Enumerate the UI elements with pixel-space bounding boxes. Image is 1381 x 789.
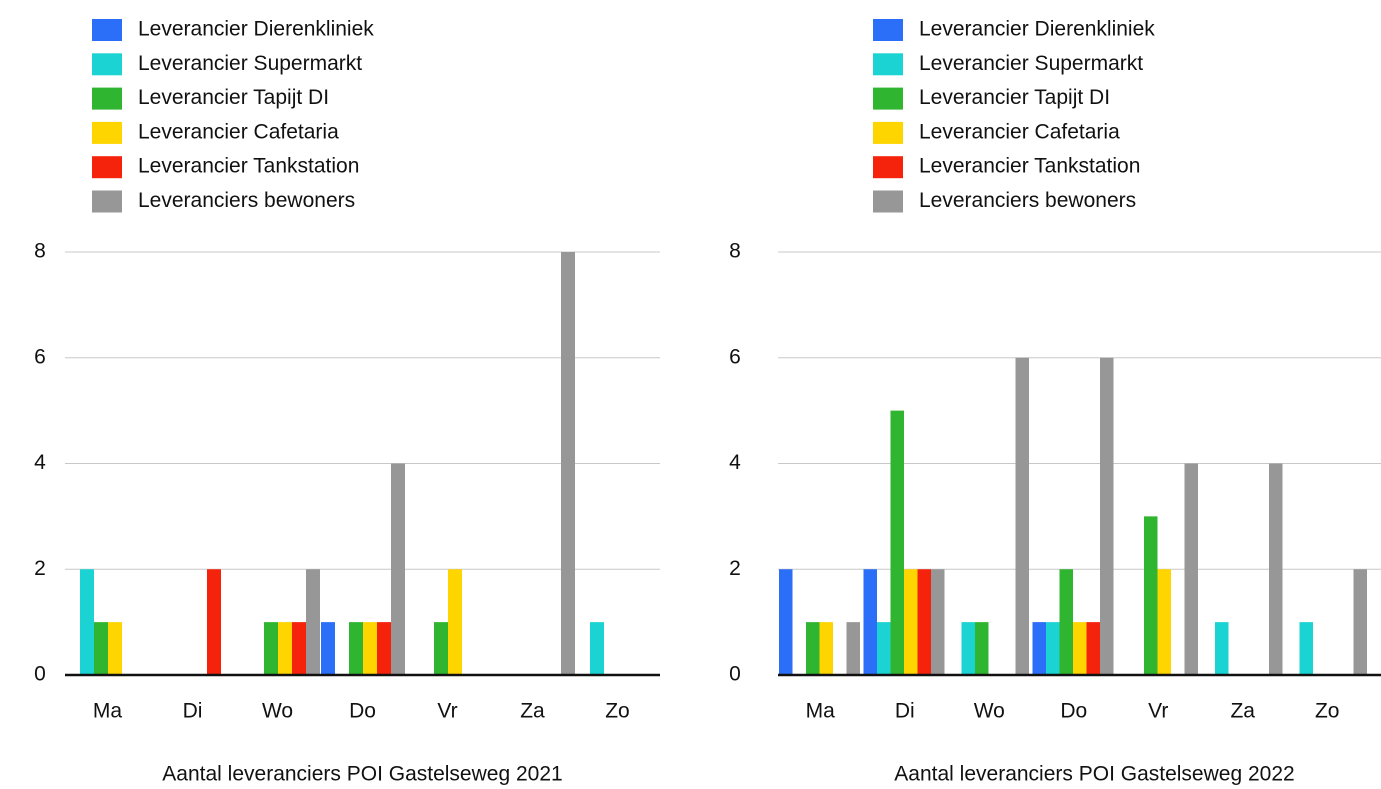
bar <box>207 569 221 675</box>
y-tick-label: 0 <box>34 663 46 686</box>
bar <box>363 622 377 675</box>
bar <box>779 569 793 675</box>
x-tick-label: Vr <box>437 700 457 723</box>
chart-title: Aantal leveranciers POI Gastelseweg 2022 <box>894 763 1294 786</box>
legend-label: Leverancier Dierenkliniek <box>919 18 1155 41</box>
bar <box>94 622 108 675</box>
legend-swatch <box>873 19 903 41</box>
bar <box>904 569 918 675</box>
legend-swatch <box>873 53 903 76</box>
legend-label: Leveranciers bewoners <box>138 189 355 212</box>
bar <box>1269 463 1283 675</box>
bar <box>448 569 462 675</box>
bar <box>863 569 877 675</box>
x-tick-label: Wo <box>974 700 1005 723</box>
bar <box>377 622 391 675</box>
legend-label: Leverancier Cafetaria <box>138 120 339 143</box>
bar <box>1059 569 1073 675</box>
x-tick-label: Ma <box>806 700 835 723</box>
x-tick-label: Di <box>895 700 915 723</box>
bar <box>278 622 292 675</box>
y-tick-label: 0 <box>729 663 741 686</box>
bar <box>806 622 820 675</box>
bar <box>975 622 989 675</box>
legend-label: Leverancier Tapijt DI <box>919 86 1110 109</box>
bar <box>961 622 975 675</box>
legend-swatch <box>873 156 903 179</box>
bar <box>434 622 448 675</box>
y-tick-label: 4 <box>34 451 46 474</box>
x-tick-label: Za <box>1230 700 1255 723</box>
bar <box>890 410 904 675</box>
bar <box>1100 357 1114 675</box>
legend-swatch <box>92 53 122 76</box>
bar <box>931 569 945 675</box>
legend-label: Leveranciers bewoners <box>919 189 1136 212</box>
y-tick-label: 8 <box>729 240 741 263</box>
x-tick-label: Zo <box>605 700 630 723</box>
bar <box>1157 569 1171 675</box>
bar <box>877 622 891 675</box>
bar <box>1184 463 1198 675</box>
bar <box>1144 516 1158 675</box>
legend-label: Leverancier Tankstation <box>138 155 359 178</box>
legend-label: Leverancier Supermarkt <box>919 52 1143 75</box>
bar <box>80 569 94 675</box>
x-tick-label: Wo <box>262 700 293 723</box>
bar <box>306 569 320 675</box>
legend-swatch <box>92 190 122 213</box>
x-tick-label: Vr <box>1148 700 1168 723</box>
legend-label: Leverancier Dierenkliniek <box>138 18 374 41</box>
x-tick-label: Zo <box>1315 700 1340 723</box>
bar <box>1353 569 1367 675</box>
bar <box>1086 622 1100 675</box>
chart-title: Aantal leveranciers POI Gastelseweg 2021 <box>162 763 562 786</box>
bar <box>292 622 306 675</box>
x-tick-label: Za <box>520 700 545 723</box>
legend-label: Leverancier Cafetaria <box>919 120 1120 143</box>
legend-swatch <box>873 121 903 144</box>
bar <box>917 569 931 675</box>
bar <box>349 622 363 675</box>
bar <box>1073 622 1087 675</box>
legend-swatch <box>873 87 903 110</box>
y-tick-label: 6 <box>34 345 46 368</box>
legend-swatch <box>873 190 903 213</box>
legend-swatch <box>92 121 122 144</box>
legend-swatch <box>92 87 122 110</box>
bar <box>321 622 335 675</box>
bar <box>1032 622 1046 675</box>
y-tick-label: 2 <box>729 557 741 580</box>
x-tick-label: Ma <box>93 700 122 723</box>
bar <box>264 622 278 675</box>
y-tick-label: 4 <box>729 451 741 474</box>
y-tick-label: 8 <box>34 240 46 263</box>
y-tick-label: 6 <box>729 345 741 368</box>
legend-label: Leverancier Tankstation <box>919 155 1140 178</box>
x-tick-label: Do <box>1060 700 1087 723</box>
bar <box>108 622 122 675</box>
y-tick-label: 2 <box>34 557 46 580</box>
bar <box>819 622 833 675</box>
bar <box>561 252 575 675</box>
bar <box>1215 622 1229 675</box>
bar <box>590 622 604 675</box>
legend-swatch <box>92 156 122 179</box>
bar <box>1299 622 1313 675</box>
x-tick-label: Do <box>349 700 376 723</box>
legend-label: Leverancier Tapijt DI <box>138 86 329 109</box>
bar <box>1015 357 1029 675</box>
bar <box>391 463 405 675</box>
bar <box>846 622 860 675</box>
x-tick-label: Di <box>183 700 203 723</box>
legend-swatch <box>92 19 122 41</box>
bar <box>1046 622 1060 675</box>
legend-label: Leverancier Supermarkt <box>138 52 362 75</box>
